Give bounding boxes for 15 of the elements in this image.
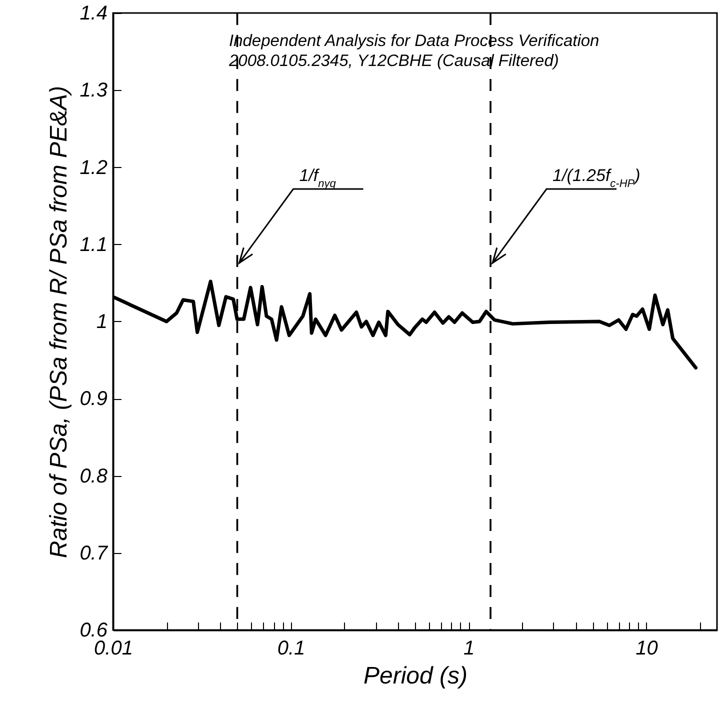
y-tick-label: 1.1 (80, 234, 108, 256)
ref-line-label: 1/(1.25f$_{c-HP}$) (552, 166, 640, 190)
y-tick-label: 1.4 (80, 2, 108, 24)
y-tick-label: 0.9 (80, 388, 108, 410)
y-tick-label: 0.7 (80, 542, 108, 564)
y-tick-label: 0.8 (80, 465, 108, 488)
y-axis-title: Ratio of PSa, (PSa from R/ PSa from PE&A) (46, 86, 73, 558)
x-tick-label: 10 (636, 638, 658, 660)
y-tick-label: 1 (96, 311, 108, 333)
y-tick-label: 1.2 (80, 156, 108, 179)
x-tick-label: 0.1 (277, 638, 306, 660)
y-tick-label: 1.3 (80, 80, 108, 102)
x-tick-label: 1 (463, 638, 475, 660)
x-axis-title: Period (s) (363, 662, 468, 690)
ref-line-label: 1/f$_{nyq}$ (299, 166, 337, 190)
